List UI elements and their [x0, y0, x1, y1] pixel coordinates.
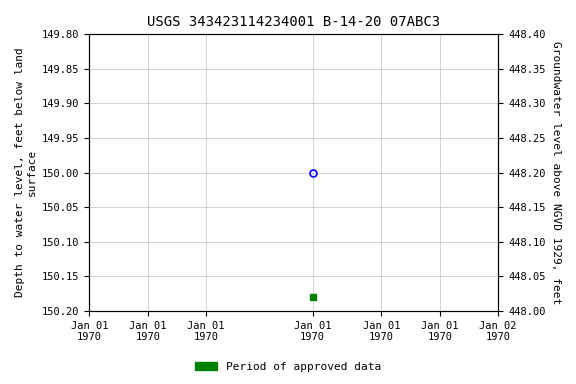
Title: USGS 343423114234001 B-14-20 07ABC3: USGS 343423114234001 B-14-20 07ABC3: [147, 15, 441, 29]
Y-axis label: Depth to water level, feet below land
surface: Depth to water level, feet below land su…: [15, 48, 37, 298]
Legend: Period of approved data: Period of approved data: [191, 358, 385, 377]
Y-axis label: Groundwater level above NGVD 1929, feet: Groundwater level above NGVD 1929, feet: [551, 41, 561, 304]
